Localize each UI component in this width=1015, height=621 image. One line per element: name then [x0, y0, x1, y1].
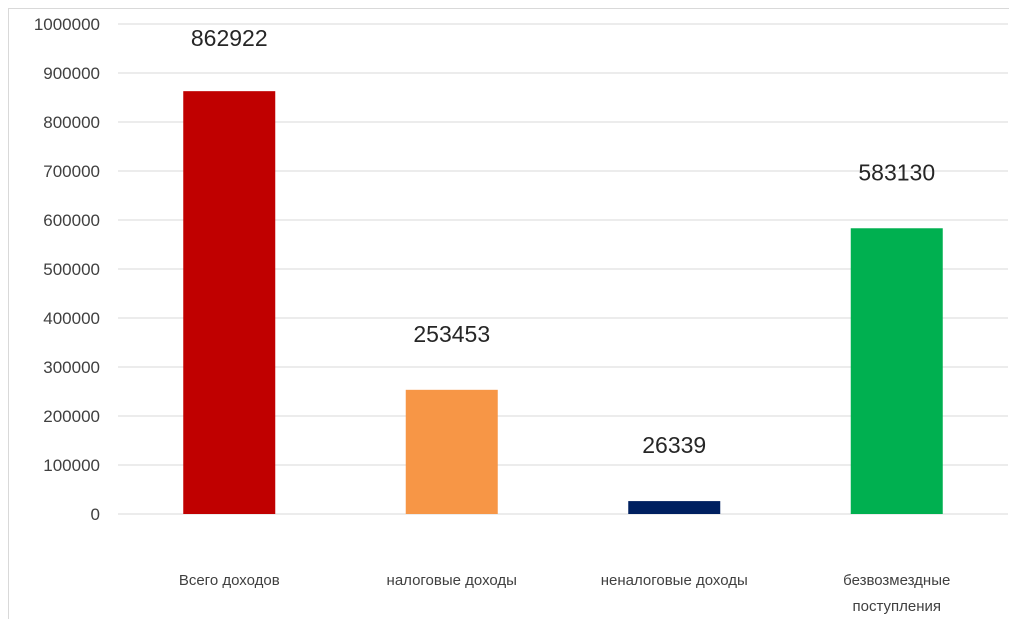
data-label: 253453	[413, 321, 490, 347]
y-tick-label: 300000	[43, 358, 100, 377]
bar	[628, 501, 721, 514]
y-tick-label: 600000	[43, 211, 100, 230]
category-label: неналоговые доходы	[601, 572, 748, 589]
x-axis-category-labels: Всего доходов налоговые доходы неналоговые…	[179, 572, 951, 615]
category-label-line: Всего доходов	[179, 572, 280, 589]
y-tick-label: 400000	[43, 309, 100, 328]
y-tick-label: 700000	[43, 162, 100, 181]
bars	[183, 91, 943, 515]
category-label: безвозмездные поступления	[843, 572, 950, 615]
y-tick-label: 1000000	[34, 15, 100, 34]
category-label-line: безвозмездные	[843, 572, 950, 589]
data-labels: 862922 253453 26339 583130	[191, 25, 935, 458]
bar	[850, 228, 943, 514]
category-label-line: налоговые доходы	[387, 572, 517, 589]
y-tick-label: 100000	[43, 456, 100, 475]
y-tick-label: 900000	[43, 64, 100, 83]
bar	[405, 389, 498, 514]
data-label: 583130	[858, 159, 935, 185]
data-label: 26339	[642, 432, 706, 458]
y-axis-tick-labels: 0 100000 200000 300000 400000 500000 600000 700…	[34, 15, 100, 524]
category-label-line: поступления	[852, 598, 941, 615]
y-tick-label: 200000	[43, 407, 100, 426]
category-label-line: неналоговые доходы	[601, 572, 748, 589]
y-tick-label: 0	[91, 505, 100, 524]
category-label: Всего доходов	[179, 572, 280, 589]
data-label: 862922	[191, 25, 268, 51]
category-label: налоговые доходы	[387, 572, 517, 589]
bar	[183, 91, 276, 515]
y-tick-label: 500000	[43, 260, 100, 279]
y-tick-label: 800000	[43, 113, 100, 132]
chart-frame	[8, 8, 1009, 619]
